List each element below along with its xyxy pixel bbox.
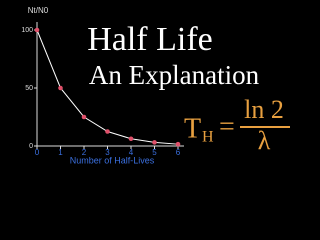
x-tick-label: 3 (105, 148, 110, 157)
background (0, 0, 300, 168)
formula-equals: = (219, 111, 235, 142)
chart-title: Half Life (87, 21, 213, 58)
x-tick-label: 1 (58, 148, 63, 157)
x-axis-label: Number of Half-Lives (70, 155, 155, 165)
y-tick-label: 100 (21, 27, 33, 34)
point (105, 129, 110, 134)
formula-subscript: H (202, 129, 214, 146)
formula-lhs: T (184, 113, 201, 144)
point (152, 140, 157, 145)
x-tick-label: 6 (176, 148, 181, 157)
formula-denominator: λ (258, 126, 271, 155)
point (175, 141, 181, 147)
x-tick-label: 4 (129, 148, 134, 157)
point (58, 85, 63, 91)
chart-subtitle: An Explanation (89, 60, 260, 90)
y-tick-label: 0 (29, 143, 33, 150)
x-tick-label: 2 (82, 148, 87, 157)
y-axis-label: Nt/N0 (28, 6, 49, 15)
x-tick-label: 0 (35, 148, 40, 157)
point (34, 27, 40, 33)
point (81, 114, 87, 120)
chart: Half Life An Explanation T H = ln 2 λ Nt… (0, 0, 300, 168)
formula-numerator: ln 2 (244, 95, 284, 124)
x-tick-label: 5 (152, 148, 157, 157)
y-tick-label: 50 (25, 85, 33, 92)
point (128, 136, 134, 142)
